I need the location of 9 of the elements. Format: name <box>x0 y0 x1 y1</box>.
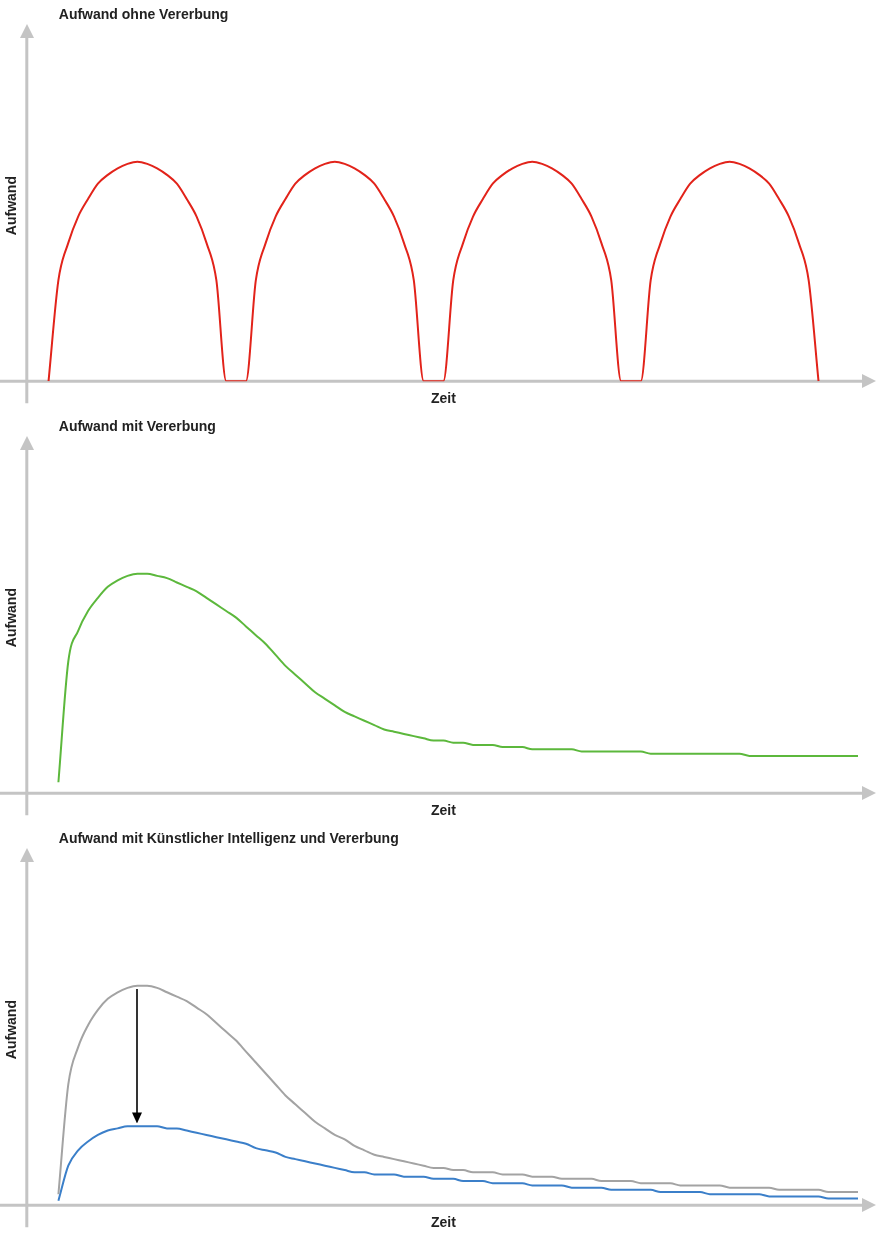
chart-title: Aufwand ohne Vererbung <box>58 5 229 22</box>
x-axis-title: Zeit <box>430 802 457 819</box>
y-axis-title: Aufwand <box>3 588 20 648</box>
x-axis-title: Zeit <box>430 1214 457 1231</box>
chart-title: Aufwand mit Vererbung <box>58 417 216 434</box>
x-axis-title: Zeit <box>430 390 457 407</box>
chart-title: Aufwand mit Künstlicher Intelligenz und Vererbung <box>58 829 399 846</box>
y-axis-title: Aufwand <box>3 1000 20 1060</box>
y-axis-title: Aufwand <box>3 176 20 236</box>
